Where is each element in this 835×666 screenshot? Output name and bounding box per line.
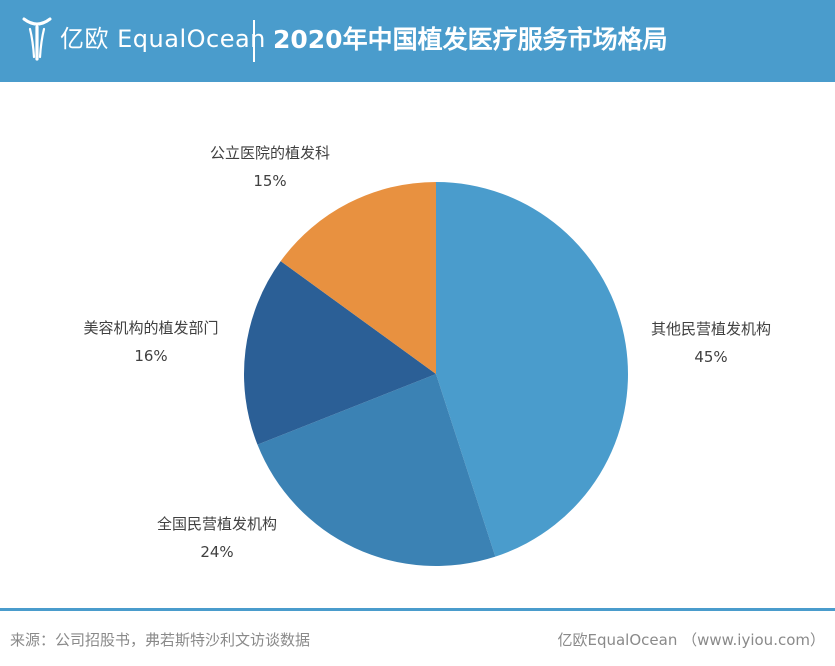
equalocean-logo-icon	[22, 17, 52, 61]
pie-slice	[436, 182, 628, 557]
credit-note: 亿欧EqualOcean （www.iyiou.com）	[557, 631, 825, 649]
pie-slices	[243, 182, 628, 566]
logo-text: 亿欧 EqualOcean	[60, 25, 266, 53]
pie-slice	[243, 261, 436, 445]
slice-value-label: 15%	[253, 172, 286, 190]
slice-value-label: 16%	[134, 347, 167, 365]
pie-chart: 其他民营植发机构 45% 全国民营植发机构 24% 美容机构的植发部门 16% 公立医院的植…	[83, 144, 771, 566]
header-bar: 亿欧 EqualOcean 2020年中国植发医疗服务市场格局	[0, 0, 835, 82]
slice-label: 美容机构的植发部门	[83, 319, 218, 337]
footer: 来源：公司招股书，弗若斯特沙利文访谈数据 亿欧EqualOcean （www.i…	[0, 611, 835, 666]
source-note: 来源：公司招股书，弗若斯特沙利文访谈数据	[10, 631, 311, 649]
pie-slice	[257, 374, 496, 566]
footer-divider	[0, 608, 835, 611]
slice-value-label: 45%	[694, 348, 727, 366]
pie-slice	[280, 182, 436, 374]
slice-label: 全国民营植发机构	[157, 515, 277, 533]
slice-label: 公立医院的植发科	[210, 144, 330, 162]
header-divider	[253, 20, 255, 62]
page-title: 2020年中国植发医疗服务市场格局	[273, 25, 668, 54]
pie-labels: 其他民营植发机构 45% 全国民营植发机构 24% 美容机构的植发部门 16% 公立医院的植…	[83, 144, 771, 561]
slice-value-label: 24%	[200, 543, 233, 561]
slice-label: 其他民营植发机构	[651, 320, 771, 338]
